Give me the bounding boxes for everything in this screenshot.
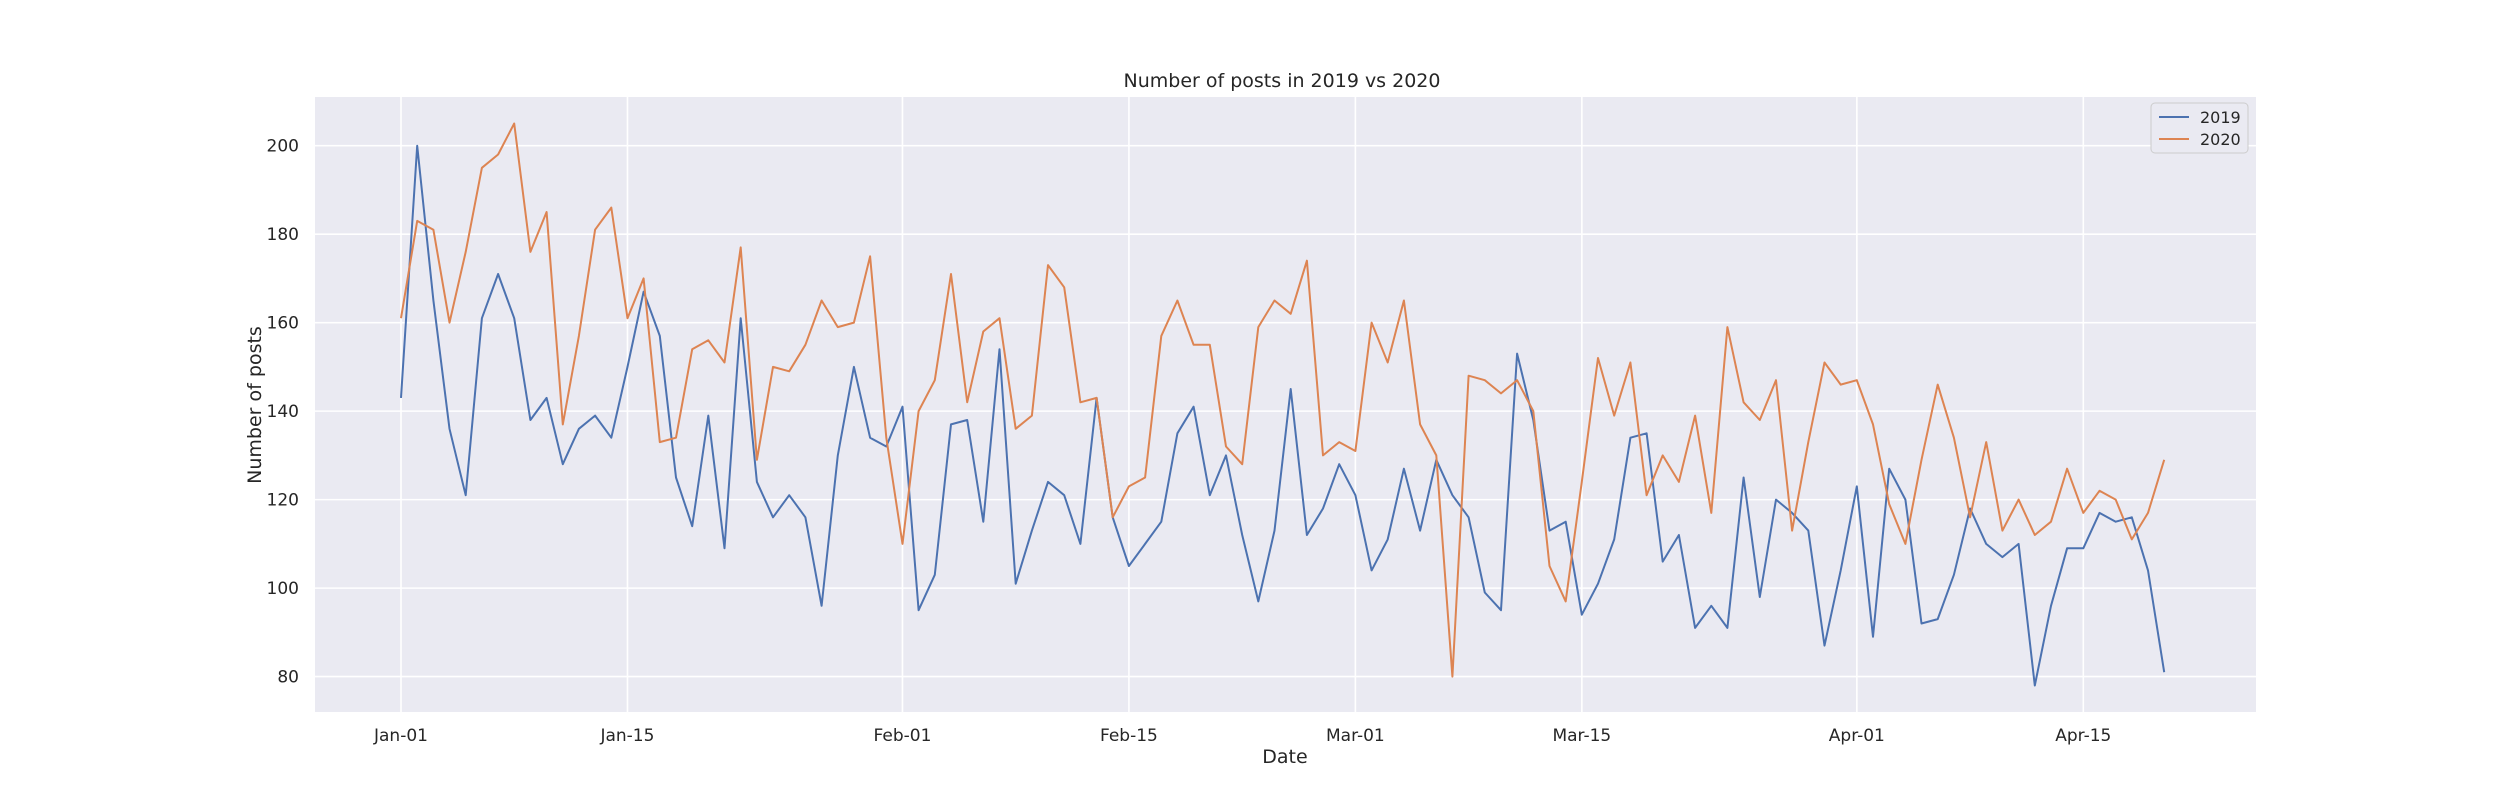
y-tick-label: 160 <box>267 314 299 334</box>
y-tick-label: 100 <box>267 579 299 599</box>
gridlines <box>315 97 2256 712</box>
legend-label-2019: 2019 <box>2200 108 2241 127</box>
y-tick-label: 140 <box>267 402 299 422</box>
series-lines <box>400 122 2166 687</box>
plot-area <box>315 97 2256 712</box>
y-tick-label: 200 <box>267 137 299 157</box>
legend: 2019 2020 <box>2150 102 2249 154</box>
x-tick-label: Jan-01 <box>373 726 428 746</box>
x-tick-label: Feb-01 <box>874 726 932 746</box>
series-line-2020 <box>400 122 2166 678</box>
x-tick-label: Jan-15 <box>599 726 654 746</box>
legend-box <box>2150 102 2249 154</box>
series-line-2019 <box>400 144 2166 687</box>
x-tick-label: Apr-01 <box>1829 726 1885 746</box>
x-tick-label: Mar-01 <box>1326 726 1385 746</box>
chart-title: Number of posts in 2019 vs 2020 <box>1124 70 1441 92</box>
x-tick-label: Feb-15 <box>1100 726 1158 746</box>
y-tick-label: 120 <box>267 491 299 511</box>
y-axis-title: Number of posts <box>244 326 266 484</box>
x-tick-label: Apr-15 <box>2055 726 2111 746</box>
x-tick-label: Mar-15 <box>1552 726 1611 746</box>
x-tick-labels: Jan-01 Jan-15 Feb-01 Feb-15 Mar-01 Mar-15 Apr-… <box>373 726 2111 746</box>
y-tick-label: 80 <box>277 668 299 688</box>
x-axis-title: Date <box>1262 746 1307 768</box>
y-tick-labels: 80 100 120 140 160 180 200 <box>267 137 299 688</box>
legend-label-2020: 2020 <box>2200 130 2241 149</box>
y-tick-label: 180 <box>267 225 299 245</box>
